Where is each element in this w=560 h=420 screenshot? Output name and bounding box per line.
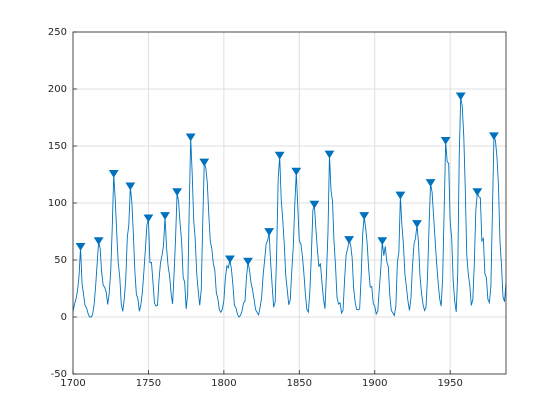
y-tick-label: -50 [51,369,67,380]
x-tick-label: 1700 [60,378,85,389]
peak-marker [291,167,302,176]
peak-marker [412,220,422,229]
peak-marker [75,242,86,251]
peak-marker [472,188,483,197]
grid [72,31,506,375]
data-line [72,96,507,318]
peak-marker [143,214,154,223]
peak-marker [425,179,436,187]
peak-marker [344,236,354,244]
peak-marker [264,228,275,236]
peak-marker [489,132,499,141]
peak-marker [185,133,196,142]
x-tick-label: 1950 [437,378,462,389]
x-tick-label: 1900 [362,378,387,389]
y-tick-label: 50 [54,255,67,266]
peak-marker [125,182,136,191]
y-tick-label: 250 [48,27,67,38]
peak-marker [324,150,335,159]
plot [72,92,507,318]
x-tick-label: 1850 [287,378,312,389]
peak-marker [377,237,388,246]
peak-marker [108,170,119,178]
peak-marker [395,191,406,200]
peak-marker [440,136,451,145]
peak-marker [172,188,183,197]
peak-marker [359,212,370,221]
peak-marker [199,158,210,167]
peak-marker [243,257,253,266]
x-tick-label: 1800 [211,378,236,389]
y-tick-label: 150 [48,141,67,152]
peak-marker [93,237,104,246]
peak-marker [309,200,320,209]
peak-marker [225,255,235,264]
ticks: 1700 1750 1800 1850 1900 1950 -50 0 50 100 150 200 2… [48,27,463,389]
x-tick-label: 1750 [136,378,161,389]
y-tick-label: 100 [48,198,67,209]
peak-marker [160,212,170,221]
peak-marker [455,92,466,101]
y-tick-label: 0 [61,312,67,323]
peak-marker [274,151,285,160]
y-tick-label: 200 [48,84,67,95]
